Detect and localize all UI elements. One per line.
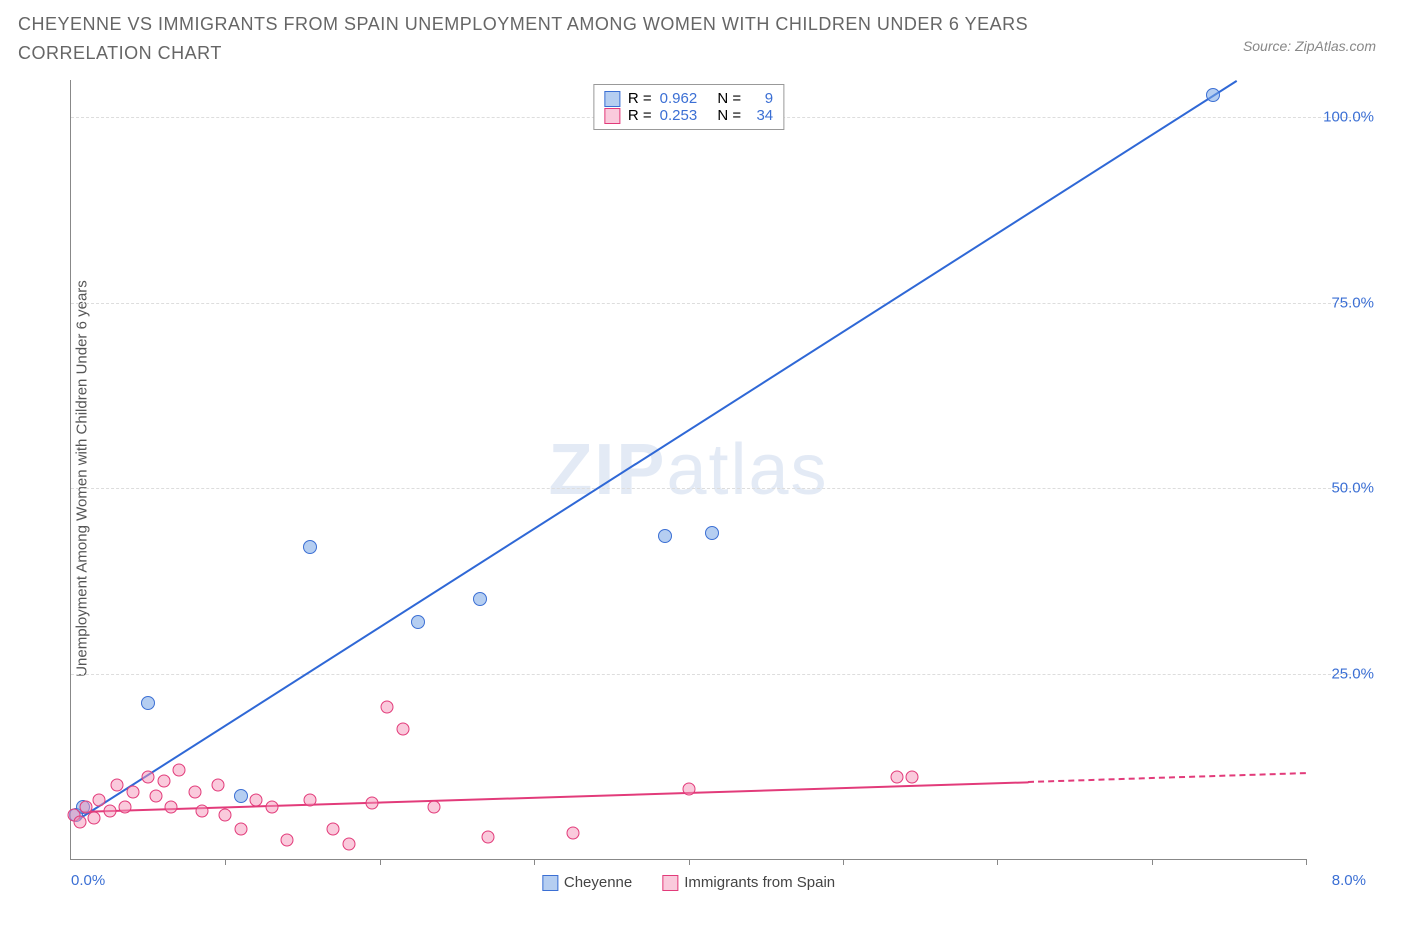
data-point bbox=[157, 775, 170, 788]
legend-bottom-swatch-1 bbox=[662, 875, 678, 891]
data-point bbox=[566, 827, 579, 840]
data-point bbox=[234, 823, 247, 836]
data-point bbox=[119, 801, 132, 814]
data-point bbox=[327, 823, 340, 836]
data-point bbox=[74, 815, 87, 828]
r-label-1: R = bbox=[628, 107, 652, 124]
data-point bbox=[142, 771, 155, 784]
watermark-bold: ZIP bbox=[548, 430, 666, 510]
legend-stats: R = 0.962 N = 9 R = 0.253 N = 34 bbox=[593, 84, 784, 130]
legend-bottom-label-0: Cheyenne bbox=[564, 874, 632, 891]
legend-stats-row-0: R = 0.962 N = 9 bbox=[604, 90, 773, 107]
chart-title: CHEYENNE VS IMMIGRANTS FROM SPAIN UNEMPL… bbox=[18, 10, 1118, 68]
legend-item-0: Cheyenne bbox=[542, 874, 632, 891]
x-tick bbox=[380, 859, 381, 865]
data-point bbox=[234, 789, 248, 803]
data-point bbox=[103, 804, 116, 817]
y-tick-label: 50.0% bbox=[1331, 480, 1374, 497]
x-axis-label-min: 0.0% bbox=[71, 872, 105, 889]
legend-series: Cheyenne Immigrants from Spain bbox=[542, 874, 835, 891]
n-label-1: N = bbox=[717, 107, 741, 124]
data-point bbox=[211, 778, 224, 791]
data-point bbox=[111, 778, 124, 791]
x-tick bbox=[534, 859, 535, 865]
data-point bbox=[196, 804, 209, 817]
chart-container: Unemployment Among Women with Children U… bbox=[60, 80, 1386, 860]
data-point bbox=[88, 812, 101, 825]
data-point bbox=[366, 797, 379, 810]
data-point bbox=[281, 834, 294, 847]
legend-swatch-1 bbox=[604, 108, 620, 124]
legend-bottom-label-1: Immigrants from Spain bbox=[684, 874, 835, 891]
data-point bbox=[473, 592, 487, 606]
x-tick bbox=[1152, 859, 1153, 865]
data-point bbox=[92, 793, 105, 806]
data-point bbox=[303, 540, 317, 554]
data-point bbox=[250, 793, 263, 806]
x-tick bbox=[1306, 859, 1307, 865]
source-label: Source: ZipAtlas.com bbox=[1243, 38, 1376, 54]
data-point bbox=[658, 529, 672, 543]
data-point bbox=[304, 793, 317, 806]
gridline bbox=[71, 488, 1366, 489]
x-tick bbox=[843, 859, 844, 865]
data-point bbox=[396, 723, 409, 736]
data-point bbox=[141, 696, 155, 710]
x-tick bbox=[225, 859, 226, 865]
data-point bbox=[411, 615, 425, 629]
data-point bbox=[682, 782, 695, 795]
data-point bbox=[890, 771, 903, 784]
x-axis-label-max: 8.0% bbox=[1332, 872, 1366, 889]
r-value-1: 0.253 bbox=[660, 107, 698, 124]
r-value-0: 0.962 bbox=[660, 90, 698, 107]
r-label-0: R = bbox=[628, 90, 652, 107]
legend-bottom-swatch-0 bbox=[542, 875, 558, 891]
data-point bbox=[1206, 88, 1220, 102]
data-point bbox=[188, 786, 201, 799]
trend-line-dashed bbox=[1028, 772, 1306, 783]
data-point bbox=[173, 763, 186, 776]
data-point bbox=[219, 808, 232, 821]
trend-line bbox=[78, 80, 1237, 820]
y-tick-label: 75.0% bbox=[1331, 294, 1374, 311]
watermark-rest: atlas bbox=[666, 430, 828, 510]
data-point bbox=[427, 801, 440, 814]
x-tick bbox=[689, 859, 690, 865]
n-value-0: 9 bbox=[749, 90, 773, 107]
gridline bbox=[71, 674, 1366, 675]
data-point bbox=[705, 526, 719, 540]
y-tick-label: 100.0% bbox=[1323, 109, 1374, 126]
legend-swatch-0 bbox=[604, 91, 620, 107]
plot-area: ZIPatlas R = 0.962 N = 9 R = 0.253 N = 3… bbox=[70, 80, 1306, 860]
data-point bbox=[126, 786, 139, 799]
legend-item-1: Immigrants from Spain bbox=[662, 874, 835, 891]
watermark: ZIPatlas bbox=[548, 429, 828, 511]
gridline bbox=[71, 303, 1366, 304]
data-point bbox=[165, 801, 178, 814]
data-point bbox=[265, 801, 278, 814]
y-tick-label: 25.0% bbox=[1331, 665, 1374, 682]
data-point bbox=[481, 830, 494, 843]
n-value-1: 34 bbox=[749, 107, 773, 124]
x-tick bbox=[997, 859, 998, 865]
data-point bbox=[906, 771, 919, 784]
data-point bbox=[149, 789, 162, 802]
n-label-0: N = bbox=[717, 90, 741, 107]
legend-stats-row-1: R = 0.253 N = 34 bbox=[604, 107, 773, 124]
data-point bbox=[381, 700, 394, 713]
data-point bbox=[342, 838, 355, 851]
